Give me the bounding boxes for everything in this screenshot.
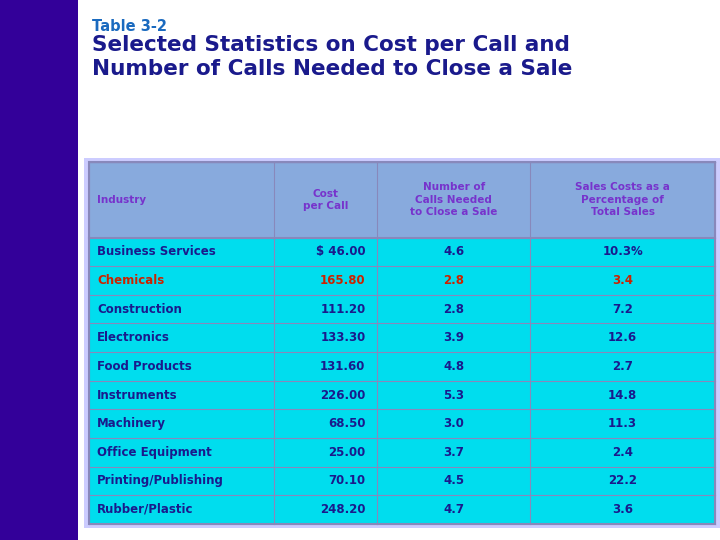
Bar bbox=[89, 295, 715, 323]
Text: 70.10: 70.10 bbox=[328, 474, 366, 488]
Bar bbox=[89, 162, 715, 238]
Text: 3.6: 3.6 bbox=[612, 503, 633, 516]
Text: 25.00: 25.00 bbox=[328, 446, 366, 459]
Text: 3.4: 3.4 bbox=[612, 274, 633, 287]
Text: Number of
Calls Needed
to Close a Sale: Number of Calls Needed to Close a Sale bbox=[410, 183, 498, 217]
Text: 3.0: 3.0 bbox=[444, 417, 464, 430]
Text: Industry: Industry bbox=[97, 195, 146, 205]
Text: 3.7: 3.7 bbox=[444, 446, 464, 459]
Bar bbox=[89, 162, 715, 524]
Text: Instruments: Instruments bbox=[97, 388, 178, 402]
Bar bbox=[89, 409, 715, 438]
Text: $ 46.00: $ 46.00 bbox=[316, 245, 366, 259]
Bar bbox=[89, 495, 715, 524]
Text: 111.20: 111.20 bbox=[320, 302, 366, 316]
Bar bbox=[89, 238, 715, 266]
Text: 4.5: 4.5 bbox=[443, 474, 464, 488]
Bar bbox=[89, 352, 715, 381]
Text: 2.8: 2.8 bbox=[444, 274, 464, 287]
Bar bbox=[89, 467, 715, 495]
Text: 7.2: 7.2 bbox=[612, 302, 633, 316]
Text: 131.60: 131.60 bbox=[320, 360, 366, 373]
Bar bbox=[89, 381, 715, 409]
Text: Office Equipment: Office Equipment bbox=[97, 446, 212, 459]
Text: 2.8: 2.8 bbox=[444, 302, 464, 316]
Text: Cost
per Call: Cost per Call bbox=[303, 188, 348, 211]
Text: Table 3-2: Table 3-2 bbox=[92, 19, 167, 34]
Text: 133.30: 133.30 bbox=[320, 331, 366, 345]
Text: Construction: Construction bbox=[97, 302, 182, 316]
Bar bbox=[89, 266, 715, 295]
Text: 3.9: 3.9 bbox=[444, 331, 464, 345]
Text: Chemicals: Chemicals bbox=[97, 274, 164, 287]
Text: 4.8: 4.8 bbox=[443, 360, 464, 373]
Text: 248.20: 248.20 bbox=[320, 503, 366, 516]
Text: 2.7: 2.7 bbox=[612, 360, 633, 373]
Text: Rubber/Plastic: Rubber/Plastic bbox=[97, 503, 194, 516]
Text: 11.3: 11.3 bbox=[608, 417, 637, 430]
Text: 2.4: 2.4 bbox=[612, 446, 633, 459]
Text: 4.6: 4.6 bbox=[443, 245, 464, 259]
Bar bbox=[89, 323, 715, 352]
Text: Machinery: Machinery bbox=[97, 417, 166, 430]
Text: 5.3: 5.3 bbox=[444, 388, 464, 402]
Text: Sales Costs as a
Percentage of
Total Sales: Sales Costs as a Percentage of Total Sal… bbox=[575, 183, 670, 217]
Text: 4.7: 4.7 bbox=[444, 503, 464, 516]
Text: 68.50: 68.50 bbox=[328, 417, 366, 430]
Text: Food Products: Food Products bbox=[97, 360, 192, 373]
Text: 14.8: 14.8 bbox=[608, 388, 637, 402]
Text: 10.3%: 10.3% bbox=[602, 245, 643, 259]
Text: 226.00: 226.00 bbox=[320, 388, 366, 402]
Text: Business Services: Business Services bbox=[97, 245, 216, 259]
Text: 165.80: 165.80 bbox=[320, 274, 366, 287]
Bar bbox=[84, 158, 720, 528]
Text: 22.2: 22.2 bbox=[608, 474, 637, 488]
Bar bbox=[89, 438, 715, 467]
Text: Printing/Publishing: Printing/Publishing bbox=[97, 474, 224, 488]
Text: Electronics: Electronics bbox=[97, 331, 170, 345]
Text: 12.6: 12.6 bbox=[608, 331, 637, 345]
Text: Selected Statistics on Cost per Call and
Number of Calls Needed to Close a Sale: Selected Statistics on Cost per Call and… bbox=[92, 35, 572, 79]
